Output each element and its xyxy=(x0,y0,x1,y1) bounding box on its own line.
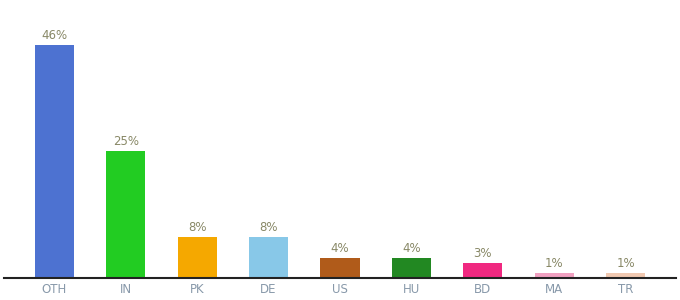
Text: 25%: 25% xyxy=(113,135,139,148)
Bar xyxy=(177,237,217,278)
Text: 1%: 1% xyxy=(545,257,564,270)
Text: 8%: 8% xyxy=(188,221,207,234)
Bar xyxy=(463,263,503,278)
Text: 8%: 8% xyxy=(259,221,278,234)
Text: 3%: 3% xyxy=(473,247,492,260)
Bar xyxy=(606,273,645,278)
Bar xyxy=(534,273,574,278)
Bar xyxy=(106,151,146,278)
Bar xyxy=(320,258,360,278)
Text: 1%: 1% xyxy=(616,257,635,270)
Bar xyxy=(35,45,74,278)
Bar xyxy=(392,258,431,278)
Text: 4%: 4% xyxy=(402,242,421,255)
Text: 4%: 4% xyxy=(330,242,350,255)
Text: 46%: 46% xyxy=(41,29,67,42)
Bar xyxy=(249,237,288,278)
